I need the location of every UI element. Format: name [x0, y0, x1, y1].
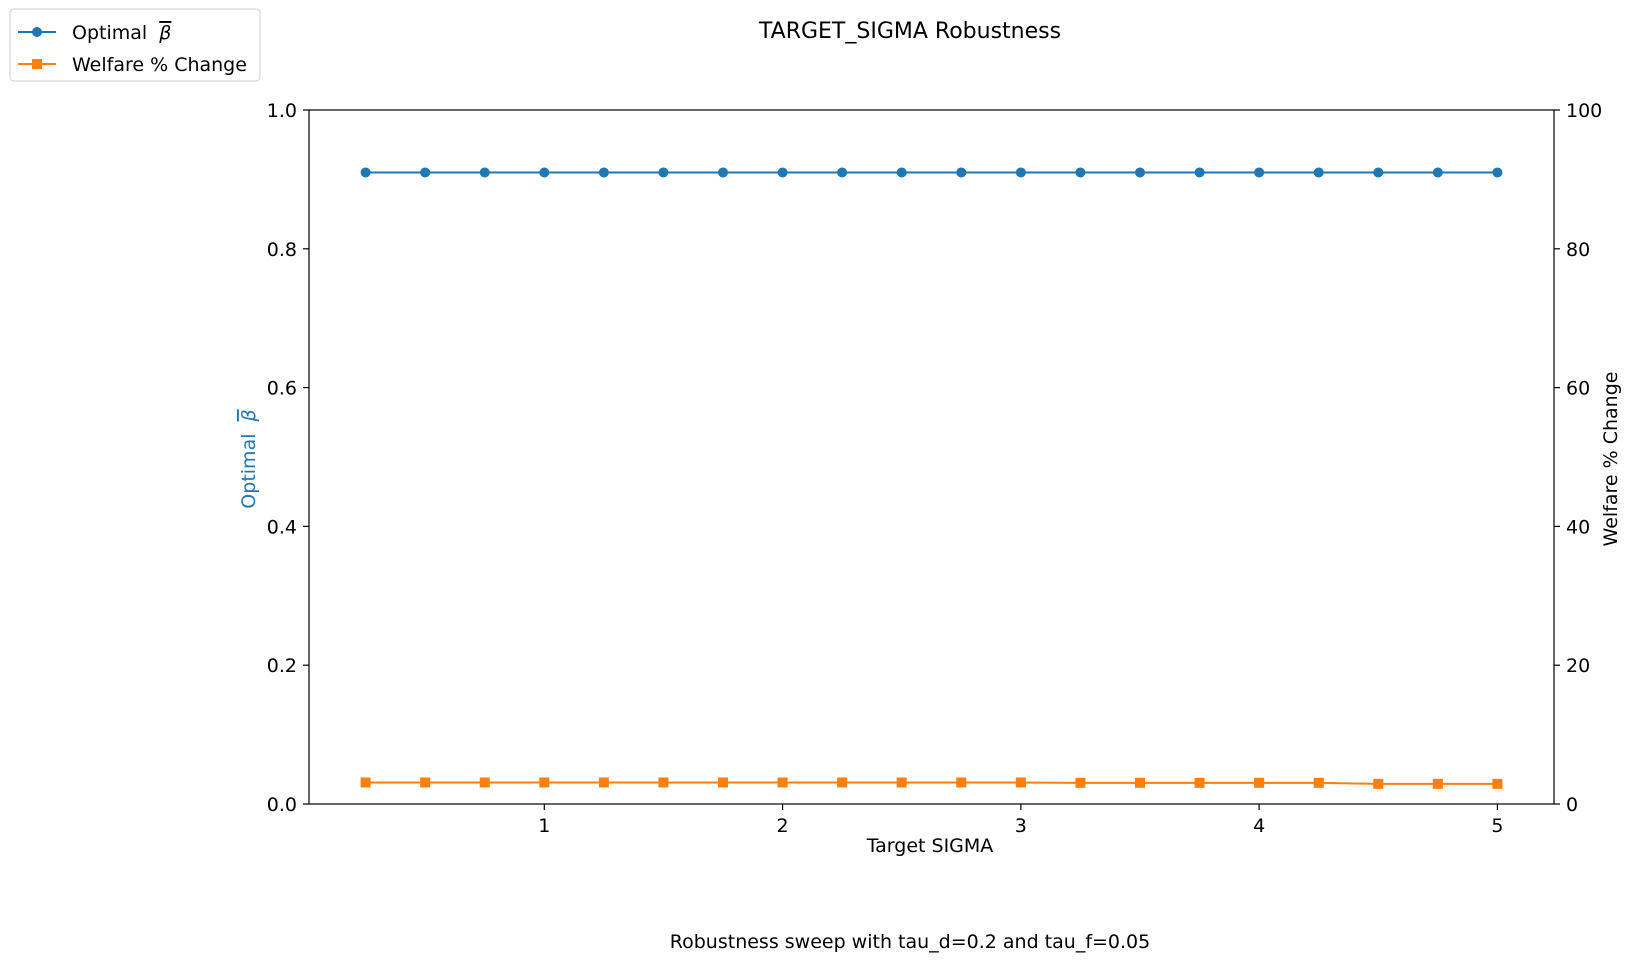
- plot-frame: [308, 109, 1555, 805]
- data-point-optimal: [479, 167, 490, 178]
- data-point-optimal: [956, 167, 967, 178]
- data-point-welfare: [956, 777, 967, 788]
- x-axis-label: Target SIGMA: [866, 835, 994, 857]
- data-point-welfare: [777, 777, 788, 788]
- y-right-tick-label: 0: [1566, 794, 1578, 816]
- legend-label-welfare: Welfare % Change: [72, 54, 247, 76]
- legend-entry-optimal: Optimal β: [18, 22, 171, 44]
- y-axis-left-label-symbol: β: [238, 409, 260, 422]
- data-point-welfare: [360, 777, 371, 788]
- y-right-tick-label: 60: [1566, 378, 1590, 400]
- y-axis-right-ticks: 0 20 40 60 80 100: [1554, 100, 1602, 816]
- data-point-optimal: [539, 167, 550, 178]
- y-left-tick-label: 0.6: [267, 378, 297, 400]
- data-point-welfare: [479, 777, 490, 788]
- data-point-welfare: [420, 777, 431, 788]
- data-point-welfare: [539, 777, 550, 788]
- x-tick-label: 2: [777, 815, 789, 837]
- data-point-optimal: [1373, 167, 1384, 178]
- data-point-welfare: [1432, 778, 1443, 789]
- y-axis-left-label: Optimal β: [238, 409, 260, 508]
- legend-label-optimal-symbol: β: [158, 22, 171, 44]
- data-point-welfare: [1015, 777, 1026, 788]
- x-axis-ticks: 1 2 3 4 5: [538, 804, 1503, 837]
- data-point-optimal: [718, 167, 729, 178]
- x-tick-label: 5: [1491, 815, 1503, 837]
- legend-entry-welfare: Welfare % Change: [18, 54, 247, 76]
- x-tick-label: 3: [1015, 815, 1027, 837]
- legend-marker-welfare: [32, 59, 42, 69]
- data-point-welfare: [718, 777, 729, 788]
- data-point-welfare: [598, 777, 609, 788]
- data-point-welfare: [1075, 777, 1086, 788]
- data-point-optimal: [598, 167, 609, 178]
- legend: Optimal β Welfare % Change: [9, 8, 261, 82]
- y-right-tick-label: 40: [1566, 516, 1590, 538]
- x-tick-label: 4: [1253, 815, 1265, 837]
- data-point-optimal: [1134, 167, 1145, 178]
- y-axis-right-label: Welfare % Change: [1600, 372, 1622, 547]
- y-right-tick-label: 80: [1566, 239, 1590, 261]
- y-left-tick-label: 0.4: [267, 516, 297, 538]
- y-axis-left-label-text: Optimal: [238, 434, 260, 509]
- data-point-welfare: [1492, 778, 1503, 789]
- data-point-optimal: [360, 167, 371, 178]
- y-left-tick-label: 0.8: [267, 239, 297, 261]
- data-point-optimal: [658, 167, 669, 178]
- data-point-optimal: [896, 167, 907, 178]
- y-left-tick-label: 0.0: [267, 794, 297, 816]
- data-point-optimal: [1254, 167, 1265, 178]
- legend-label-optimal-text: Optimal: [72, 22, 147, 44]
- y-axis-left-ticks: 0.0 0.2 0.4 0.6 0.8 1.0: [267, 100, 309, 816]
- legend-marker-optimal: [32, 27, 42, 37]
- data-point-optimal: [1075, 167, 1086, 178]
- data-point-welfare: [1134, 777, 1145, 788]
- y-left-tick-label: 0.2: [267, 655, 297, 677]
- y-right-tick-label: 20: [1566, 655, 1590, 677]
- data-point-optimal: [1015, 167, 1026, 178]
- y-left-tick-label: 1.0: [267, 100, 297, 122]
- data-point-optimal: [1432, 167, 1443, 178]
- data-point-optimal: [837, 167, 848, 178]
- y-right-tick-label: 100: [1566, 100, 1602, 122]
- data-point-welfare: [658, 777, 669, 788]
- figure-caption: Robustness sweep with tau_d=0.2 and tau_…: [670, 931, 1150, 953]
- data-point-optimal: [420, 167, 431, 178]
- data-point-welfare: [1373, 778, 1384, 789]
- data-point-optimal: [1313, 167, 1324, 178]
- data-point-optimal: [1194, 167, 1205, 178]
- data-point-welfare: [1254, 777, 1265, 788]
- plot-series: [360, 167, 1503, 789]
- data-point-welfare: [837, 777, 848, 788]
- data-point-optimal: [777, 167, 788, 178]
- data-point-welfare: [1194, 777, 1205, 788]
- chart-title: TARGET_SIGMA Robustness: [758, 19, 1061, 44]
- x-tick-label: 1: [538, 815, 550, 837]
- data-point-optimal: [1492, 167, 1503, 178]
- data-point-welfare: [1313, 777, 1324, 788]
- legend-frame: [9, 8, 261, 82]
- series-line-welfare: [365, 781, 1498, 785]
- legend-label-optimal: Optimal β: [72, 22, 171, 44]
- data-point-welfare: [896, 777, 907, 788]
